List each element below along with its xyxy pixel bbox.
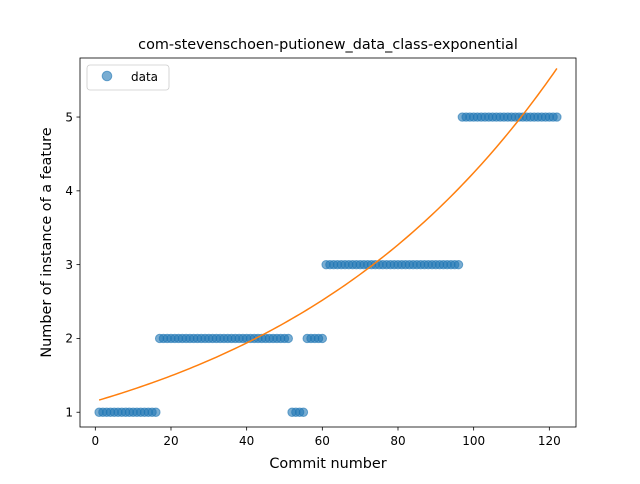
x-tick-label: 20 bbox=[163, 434, 178, 448]
data-point bbox=[298, 407, 309, 417]
x-tick-label: 60 bbox=[315, 434, 330, 448]
data-point bbox=[552, 112, 562, 122]
data-point bbox=[317, 333, 328, 344]
x-tick-label: 80 bbox=[390, 434, 405, 448]
legend: data bbox=[86, 64, 170, 91]
axes-frame bbox=[79, 57, 577, 428]
x-tick-label: 40 bbox=[239, 434, 254, 448]
y-tick-label: 1 bbox=[65, 406, 73, 420]
data-point bbox=[283, 333, 293, 344]
y-axis-label: Number of instance of a feature bbox=[39, 127, 55, 357]
y-tick-label: 4 bbox=[65, 184, 73, 198]
fit-line bbox=[98, 68, 558, 401]
x-tick-label: 120 bbox=[538, 434, 561, 448]
data-point bbox=[151, 407, 161, 417]
x-tick-label: 100 bbox=[462, 434, 485, 448]
y-tick-label: 3 bbox=[65, 258, 73, 272]
legend-marker bbox=[101, 70, 113, 82]
data-point bbox=[453, 259, 464, 270]
axis-ticks: 0 20 40 60 80 100 120 1 2 3 4 5 bbox=[65, 110, 560, 448]
x-axis-label: Commit number bbox=[269, 456, 386, 472]
chart-title: com-stevenschoen-putionew_data_class-exp… bbox=[138, 37, 518, 53]
legend-label: data bbox=[131, 70, 158, 84]
x-tick-label: 0 bbox=[92, 434, 100, 448]
plot-area bbox=[94, 68, 562, 417]
y-tick-label: 2 bbox=[65, 332, 73, 346]
y-tick-label: 5 bbox=[65, 110, 73, 124]
